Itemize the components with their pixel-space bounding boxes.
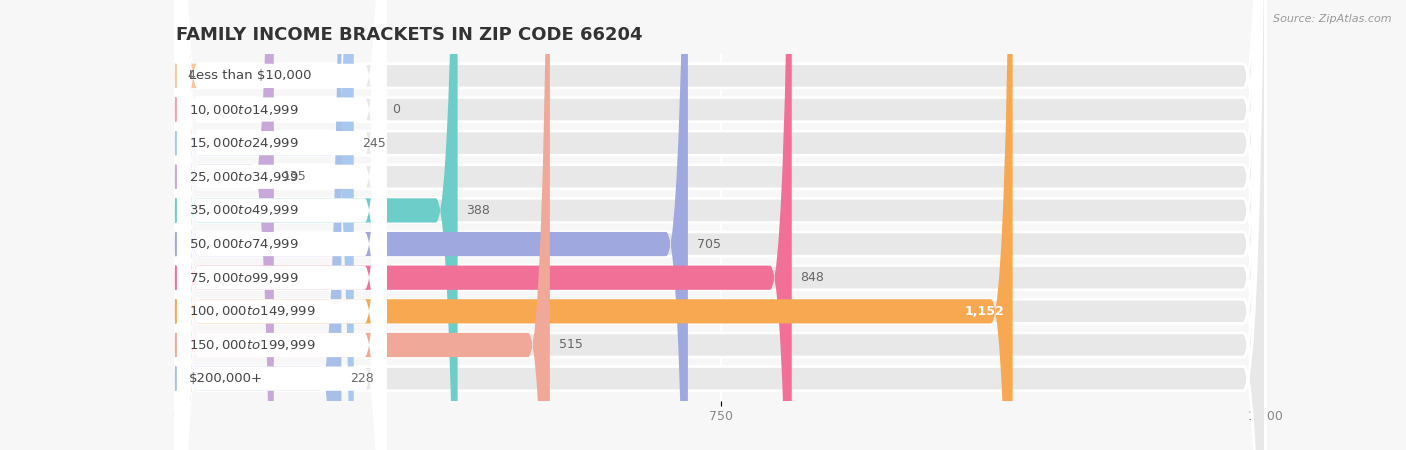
FancyBboxPatch shape: [176, 0, 387, 450]
FancyBboxPatch shape: [176, 0, 387, 450]
Text: Source: ZipAtlas.com: Source: ZipAtlas.com: [1274, 14, 1392, 23]
FancyBboxPatch shape: [176, 0, 342, 450]
Text: $75,000 to $99,999: $75,000 to $99,999: [188, 271, 298, 285]
FancyBboxPatch shape: [176, 0, 354, 450]
FancyBboxPatch shape: [176, 0, 1265, 450]
FancyBboxPatch shape: [157, 0, 197, 450]
FancyBboxPatch shape: [176, 0, 1265, 450]
Text: 245: 245: [363, 137, 387, 150]
Text: 4: 4: [187, 69, 195, 82]
FancyBboxPatch shape: [176, 0, 387, 450]
FancyBboxPatch shape: [176, 0, 274, 450]
FancyBboxPatch shape: [176, 0, 1265, 450]
FancyBboxPatch shape: [176, 0, 387, 450]
FancyBboxPatch shape: [176, 0, 1265, 450]
Text: $200,000+: $200,000+: [188, 372, 263, 385]
Text: 1,152: 1,152: [965, 305, 1004, 318]
Text: FAMILY INCOME BRACKETS IN ZIP CODE 66204: FAMILY INCOME BRACKETS IN ZIP CODE 66204: [176, 26, 643, 44]
FancyBboxPatch shape: [176, 0, 457, 450]
FancyBboxPatch shape: [176, 0, 387, 450]
Text: $100,000 to $149,999: $100,000 to $149,999: [188, 304, 315, 318]
FancyBboxPatch shape: [176, 0, 1265, 450]
Text: $25,000 to $34,999: $25,000 to $34,999: [188, 170, 298, 184]
FancyBboxPatch shape: [176, 0, 1265, 450]
Text: 388: 388: [467, 204, 491, 217]
FancyBboxPatch shape: [176, 0, 1265, 450]
FancyBboxPatch shape: [176, 0, 688, 450]
Text: $15,000 to $24,999: $15,000 to $24,999: [188, 136, 298, 150]
Text: 515: 515: [558, 338, 582, 351]
Text: 0: 0: [392, 103, 401, 116]
FancyBboxPatch shape: [176, 0, 1265, 450]
Text: 135: 135: [283, 170, 307, 183]
Text: $10,000 to $14,999: $10,000 to $14,999: [188, 103, 298, 117]
Text: $150,000 to $199,999: $150,000 to $199,999: [188, 338, 315, 352]
Text: $35,000 to $49,999: $35,000 to $49,999: [188, 203, 298, 217]
Text: 848: 848: [800, 271, 824, 284]
FancyBboxPatch shape: [176, 0, 550, 450]
FancyBboxPatch shape: [176, 0, 792, 450]
FancyBboxPatch shape: [176, 0, 387, 450]
FancyBboxPatch shape: [176, 0, 1012, 450]
FancyBboxPatch shape: [176, 0, 387, 450]
Text: $50,000 to $74,999: $50,000 to $74,999: [188, 237, 298, 251]
Text: 705: 705: [696, 238, 721, 251]
FancyBboxPatch shape: [176, 0, 1265, 450]
FancyBboxPatch shape: [176, 0, 387, 450]
FancyBboxPatch shape: [176, 0, 1265, 450]
FancyBboxPatch shape: [176, 0, 387, 450]
Text: Less than $10,000: Less than $10,000: [188, 69, 311, 82]
Text: 228: 228: [350, 372, 374, 385]
FancyBboxPatch shape: [176, 0, 387, 450]
